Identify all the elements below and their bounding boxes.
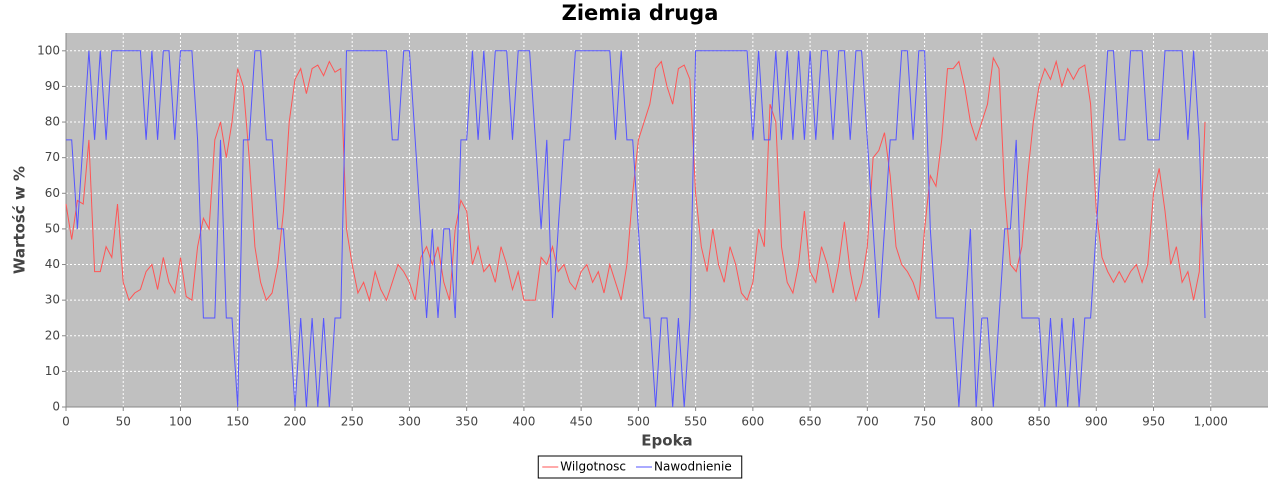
y-tick-label: 100 bbox=[37, 43, 60, 57]
y-tick-label: 70 bbox=[45, 150, 60, 164]
x-tick-label: 400 bbox=[512, 415, 535, 429]
y-tick-label: 30 bbox=[45, 293, 60, 307]
x-tick-label: 100 bbox=[169, 415, 192, 429]
x-tick-label: 250 bbox=[341, 415, 364, 429]
x-tick-label: 550 bbox=[684, 415, 707, 429]
x-tick-label: 600 bbox=[741, 415, 764, 429]
x-tick-label: 900 bbox=[1085, 415, 1108, 429]
y-tick-label: 10 bbox=[45, 364, 60, 378]
legend-label: Wilgotnosc bbox=[560, 460, 626, 474]
y-tick-label: 50 bbox=[45, 221, 60, 235]
y-tick-label: 60 bbox=[45, 186, 60, 200]
series-line bbox=[65, 56, 1206, 303]
y-tick-label: 80 bbox=[45, 115, 60, 129]
plot-area bbox=[66, 33, 1268, 407]
legend-label: Nawodnienie bbox=[654, 460, 732, 474]
x-tick-label: 700 bbox=[856, 415, 879, 429]
x-tick-label: 300 bbox=[398, 415, 421, 429]
x-tick-label: 850 bbox=[1028, 415, 1051, 429]
chart-title: Ziemia druga bbox=[562, 1, 719, 25]
x-tick-label: 450 bbox=[570, 415, 593, 429]
x-tick-label: 650 bbox=[799, 415, 822, 429]
x-tick-label: 0 bbox=[62, 415, 70, 429]
y-tick-label: 20 bbox=[45, 328, 60, 342]
x-tick-label: 1,000 bbox=[1194, 415, 1228, 429]
x-tick-label: 50 bbox=[116, 415, 131, 429]
y-tick-label: 90 bbox=[45, 79, 60, 93]
x-tick-label: 800 bbox=[970, 415, 993, 429]
x-tick-label: 150 bbox=[226, 415, 249, 429]
y-tick-label: 0 bbox=[52, 400, 60, 414]
series-line bbox=[66, 50, 1206, 408]
x-tick-label: 950 bbox=[1142, 415, 1165, 429]
x-axis-label: Epoka bbox=[641, 432, 692, 450]
y-axis-label: Wartość w % bbox=[11, 166, 29, 274]
x-tick-label: 200 bbox=[283, 415, 306, 429]
y-tick-label: 40 bbox=[45, 257, 60, 271]
x-tick-label: 500 bbox=[627, 415, 650, 429]
x-tick-label: 350 bbox=[455, 415, 478, 429]
x-tick-label: 750 bbox=[913, 415, 936, 429]
